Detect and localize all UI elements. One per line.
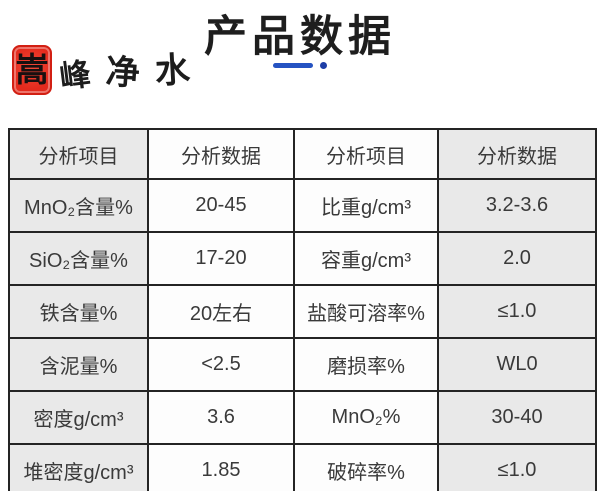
- value-cell: WL0: [437, 337, 597, 392]
- value-cell: 20左右: [147, 284, 295, 339]
- item-cell: 磨损率%: [293, 337, 439, 392]
- brand-logo: 嵩 峰 净 水: [12, 44, 193, 96]
- value-cell: <2.5: [147, 337, 295, 392]
- value-cell: ≤1.0: [437, 443, 597, 491]
- value-cell: 30-40: [437, 390, 597, 445]
- item-cell: MnO₂%: [293, 390, 439, 445]
- item-cell: 含泥量%: [8, 337, 149, 392]
- item-cell: 容重g/cm³: [293, 231, 439, 286]
- value-cell: 3.2-3.6: [437, 178, 597, 233]
- table-row: MnO₂含量% 20-45 比重g/cm³ 3.2-3.6: [8, 178, 597, 233]
- item-cell: 破碎率%: [293, 443, 439, 491]
- value-cell: 1.85: [147, 443, 295, 491]
- item-cell: 密度g/cm³: [8, 390, 149, 445]
- value-cell: 20-45: [147, 178, 295, 233]
- table-row: 堆密度g/cm³ 1.85 破碎率% ≤1.0: [8, 443, 597, 491]
- value-cell: 2.0: [437, 231, 597, 286]
- value-cell: 3.6: [147, 390, 295, 445]
- item-cell: 铁含量%: [8, 284, 149, 339]
- item-cell: 堆密度g/cm³: [8, 443, 149, 491]
- table-row: 铁含量% 20左右 盐酸可溶率% ≤1.0: [8, 284, 597, 339]
- column-header: 分析项目: [293, 128, 439, 180]
- title-underline: [0, 62, 600, 69]
- table-row: 含泥量% <2.5 磨损率% WL0: [8, 337, 597, 392]
- product-spec-table: 分析项目 分析数据 分析项目 分析数据 MnO₂含量% 20-45 比重g/cm…: [8, 128, 597, 491]
- accent-dot-icon: [320, 62, 327, 69]
- item-cell: SiO₂含量%: [8, 231, 149, 286]
- table-header-row: 分析项目 分析数据 分析项目 分析数据: [8, 128, 597, 180]
- seal-character: 嵩: [15, 50, 49, 89]
- value-cell: 17-20: [147, 231, 295, 286]
- table-row: SiO₂含量% 17-20 容重g/cm³ 2.0: [8, 231, 597, 286]
- value-cell: ≤1.0: [437, 284, 597, 339]
- item-cell: 比重g/cm³: [293, 178, 439, 233]
- red-seal-icon: 嵩: [12, 44, 52, 95]
- table-row: 密度g/cm³ 3.6 MnO₂% 30-40: [8, 390, 597, 445]
- item-cell: 盐酸可溶率%: [293, 284, 439, 339]
- column-header: 分析项目: [8, 128, 149, 180]
- accent-line: [273, 63, 313, 68]
- item-cell: MnO₂含量%: [8, 178, 149, 233]
- column-header: 分析数据: [437, 128, 597, 180]
- page-title: 产品数据: [204, 13, 396, 61]
- column-header: 分析数据: [147, 128, 295, 180]
